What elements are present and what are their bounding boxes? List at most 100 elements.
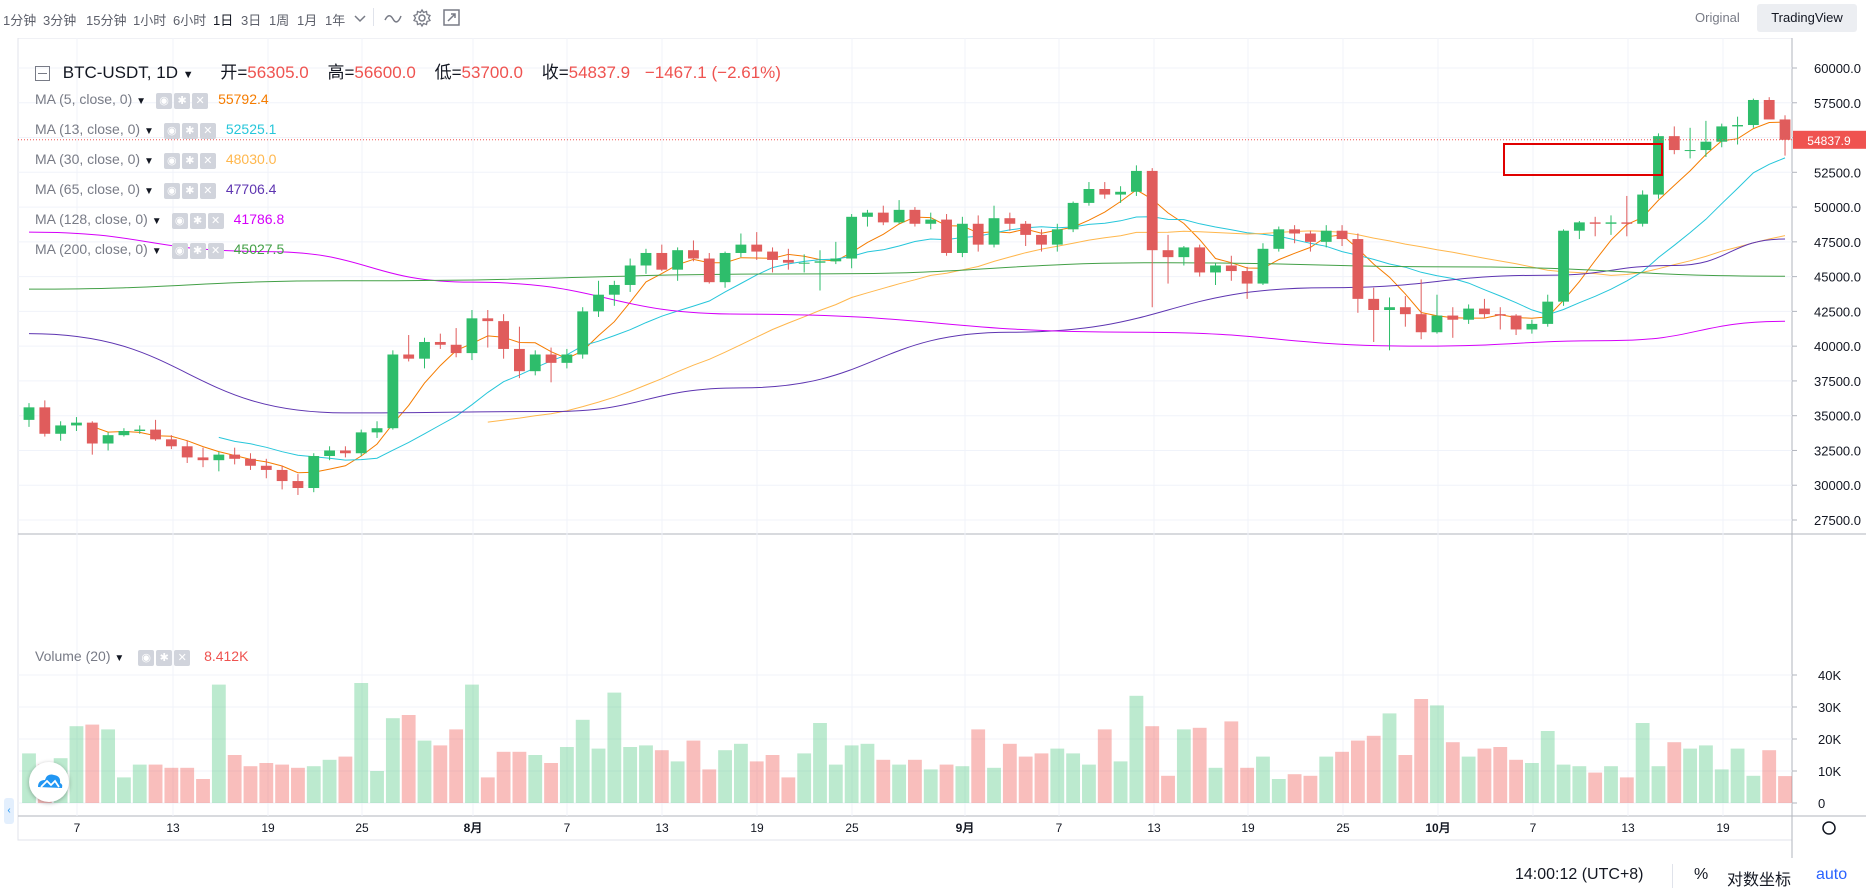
candle-body	[1431, 315, 1443, 333]
tradingview-view-button[interactable]: TradingView	[1757, 4, 1857, 32]
gear-icon[interactable]: ✱	[189, 212, 206, 229]
close-icon[interactable]: ✕	[174, 649, 191, 666]
gear-icon[interactable]: ✱	[156, 649, 173, 666]
close-icon[interactable]: ✕	[199, 152, 216, 169]
candle-body	[71, 422, 82, 426]
volume-bar	[480, 777, 495, 803]
eye-icon[interactable]: ◉	[138, 649, 155, 666]
close-icon[interactable]: ✕	[192, 92, 209, 109]
candle-body	[577, 311, 589, 355]
volume-bar	[1414, 699, 1429, 803]
volume-tick-label: 0	[1818, 796, 1825, 811]
volume-bar	[1746, 775, 1761, 803]
chevron-down-icon[interactable]: ▼	[182, 69, 194, 81]
volume-bar	[923, 769, 938, 803]
auto-scale-button[interactable]: auto	[1816, 866, 1848, 883]
timeframe-3min[interactable]: 3分钟	[43, 13, 77, 28]
ma-label[interactable]: MA (30, close, 0)	[35, 151, 141, 167]
ma-label[interactable]: MA (65, close, 0)	[35, 181, 141, 197]
collapse-icon[interactable]	[35, 66, 50, 82]
volume-bar	[117, 777, 131, 803]
close-icon[interactable]: ✕	[199, 182, 216, 199]
chart-axes: 60000.057500.055000.052500.050000.047500…	[18, 61, 1866, 835]
gear-icon[interactable]: ✱	[181, 122, 198, 139]
chevron-down-icon[interactable]: ▼	[143, 126, 154, 137]
candle-body	[260, 465, 272, 470]
timeframe-1min[interactable]: 1分钟	[3, 13, 37, 28]
gear-icon[interactable]: ✱	[174, 92, 191, 109]
volume-label[interactable]: Volume (20)	[35, 648, 111, 664]
timeframe-1d[interactable]: 1日	[213, 13, 234, 28]
volume-bar	[813, 723, 827, 803]
chevron-down-icon[interactable]	[353, 8, 367, 33]
time-tick-label: 19	[1716, 821, 1730, 835]
volume-bar	[1556, 764, 1571, 803]
chevron-down-icon[interactable]: ▼	[151, 216, 162, 227]
ma-legend-row: MA (200, close, 0) ▼ ◉ ✱ ✕ 45027.5	[35, 241, 284, 259]
volume-bar	[291, 767, 305, 803]
eye-icon[interactable]: ◉	[163, 182, 180, 199]
timeframe-1h[interactable]: 1小时	[133, 13, 167, 28]
side-toggle-handle[interactable]: ‹	[4, 798, 14, 824]
gear-icon[interactable]: ✱	[189, 242, 206, 259]
volume-bar	[1208, 767, 1223, 803]
timeframe-1m[interactable]: 1月	[297, 13, 318, 28]
candle-body	[1273, 229, 1285, 249]
volume-bar	[1192, 727, 1207, 803]
ma-label[interactable]: MA (5, close, 0)	[35, 91, 133, 107]
ma-label[interactable]: MA (128, close, 0)	[35, 211, 148, 227]
volume-bar	[1667, 742, 1682, 803]
chevron-down-icon[interactable]: ▼	[151, 246, 162, 257]
ma-label[interactable]: MA (200, close, 0)	[35, 241, 148, 257]
price-tick-label: 42500.0	[1814, 304, 1861, 319]
timeframe-3d[interactable]: 3日	[241, 13, 262, 28]
chevron-down-icon[interactable]: ▼	[143, 156, 154, 167]
gear-icon[interactable]: ✱	[181, 152, 198, 169]
close-icon[interactable]: ✕	[207, 212, 224, 229]
price-tick-label: 47500.0	[1814, 235, 1861, 250]
volume-bar	[955, 766, 970, 803]
volume-bar	[1176, 729, 1191, 803]
candlesticks	[23, 97, 1791, 495]
gear-icon[interactable]: ✱	[181, 182, 198, 199]
candle-body	[751, 244, 763, 252]
ma-label[interactable]: MA (13, close, 0)	[35, 121, 141, 137]
chart-style-line-icon[interactable]	[383, 8, 403, 33]
gear-icon[interactable]	[412, 8, 432, 33]
timeframe-1w[interactable]: 1周	[269, 13, 290, 28]
eye-icon[interactable]: ◉	[156, 92, 173, 109]
chevron-down-icon[interactable]: ▼	[114, 653, 125, 664]
log-scale-button[interactable]: 对数坐标	[1727, 872, 1792, 889]
volume-bar	[1572, 766, 1587, 803]
close-icon[interactable]: ✕	[207, 242, 224, 259]
timeframe-1y[interactable]: 1年	[325, 13, 346, 28]
close-label: 收=	[541, 63, 569, 82]
candle-body	[561, 354, 573, 363]
timeframe-6h[interactable]: 6小时	[173, 13, 207, 28]
fullscreen-icon[interactable]	[442, 8, 462, 33]
eye-icon[interactable]: ◉	[163, 122, 180, 139]
price-tick-label: 35000.0	[1814, 409, 1861, 424]
price-tick-label: 57500.0	[1814, 96, 1861, 111]
symbol-label[interactable]: BTC-USDT, 1D	[62, 63, 178, 82]
time-tick-label: 25	[1336, 821, 1350, 835]
eye-icon[interactable]: ◉	[171, 212, 188, 229]
candle-body	[1320, 230, 1332, 242]
chevron-down-icon[interactable]: ▼	[143, 186, 154, 197]
candle-body	[403, 354, 415, 359]
candle-body	[150, 429, 161, 440]
volume-bar	[1524, 763, 1539, 803]
close-icon[interactable]: ✕	[199, 122, 216, 139]
volume-bar	[354, 683, 369, 803]
app-logo-button[interactable]	[29, 762, 69, 802]
candle-body	[719, 252, 731, 283]
candle-body	[1415, 314, 1427, 333]
original-view-button[interactable]: Original	[1695, 10, 1740, 25]
percent-scale-button[interactable]: %	[1694, 866, 1709, 883]
candle-body	[608, 284, 620, 295]
price-chart[interactable]: 60000.057500.055000.052500.050000.047500…	[0, 38, 1866, 858]
eye-icon[interactable]: ◉	[171, 242, 188, 259]
timeframe-15min[interactable]: 15分钟	[86, 13, 127, 28]
chevron-down-icon[interactable]: ▼	[136, 96, 147, 107]
eye-icon[interactable]: ◉	[163, 152, 180, 169]
